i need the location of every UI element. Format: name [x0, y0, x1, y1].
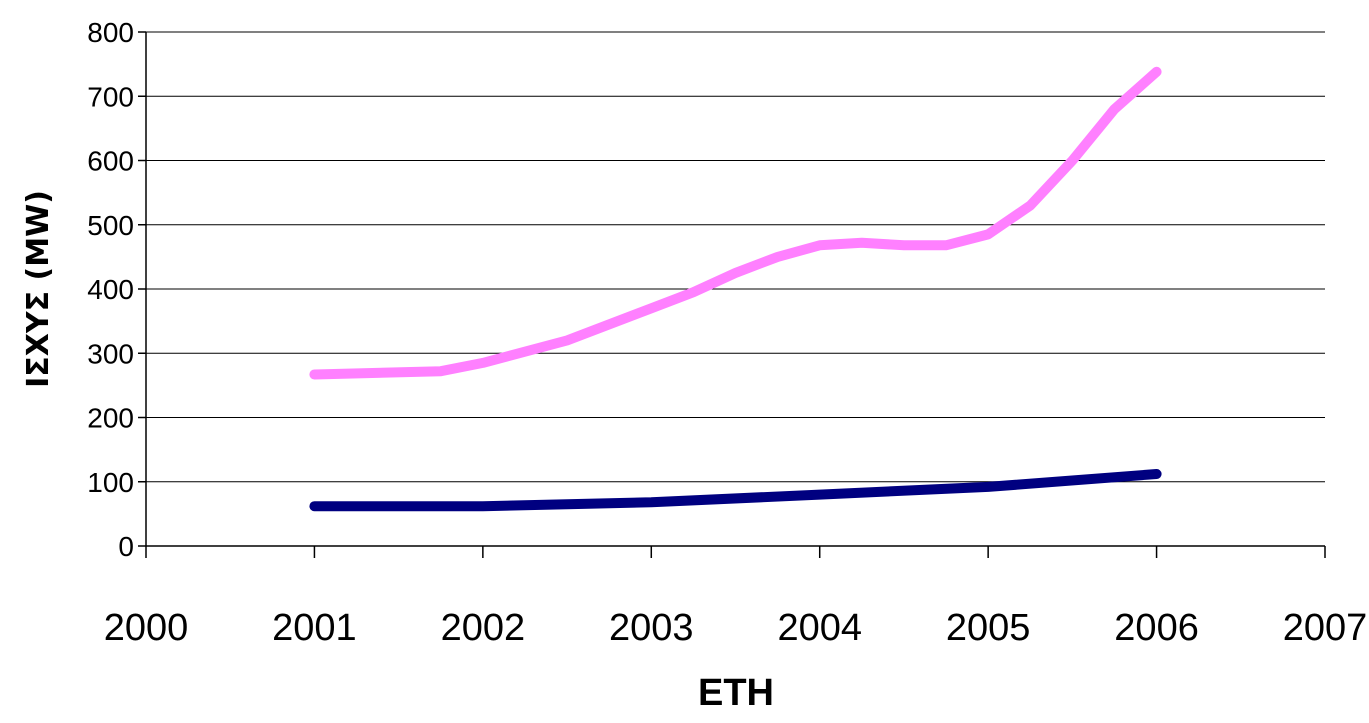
gridlines [146, 31, 1325, 483]
y-tick-label: 200 [87, 403, 134, 434]
y-tick-label: 700 [87, 81, 134, 112]
x-tick-label: 2005 [946, 607, 1031, 649]
y-tick-labels: 0 100 200 300 400 500 600 700 800 [87, 17, 146, 562]
y-tick-label: 400 [87, 274, 134, 305]
y-tick-label: 0 [118, 531, 134, 562]
x-tick-labels: 2000 2001 2002 2003 2004 2005 2006 2007 [104, 546, 1368, 649]
x-tick-label: 2001 [272, 607, 357, 649]
y-axis-title: ΙΣΧΥΣ (MW) [21, 190, 56, 388]
series-line-2 [309, 469, 1162, 512]
series-line-1 [309, 66, 1162, 380]
x-tick-label: 2000 [104, 607, 189, 649]
y-tick-label: 100 [87, 467, 134, 498]
y-tick-label: 300 [87, 338, 134, 369]
series-lines [309, 66, 1162, 512]
x-tick-label: 2007 [1283, 607, 1368, 649]
y-tick-label: 800 [87, 17, 134, 48]
y-tick-label: 500 [87, 210, 134, 241]
x-tick-label: 2002 [441, 607, 526, 649]
y-tick-label: 600 [87, 146, 134, 177]
x-tick-label: 2004 [777, 607, 862, 649]
x-tick-label: 2003 [609, 607, 694, 649]
x-tick-label: 2006 [1114, 607, 1199, 649]
x-axis-title: ΕΤΗ [698, 672, 774, 714]
